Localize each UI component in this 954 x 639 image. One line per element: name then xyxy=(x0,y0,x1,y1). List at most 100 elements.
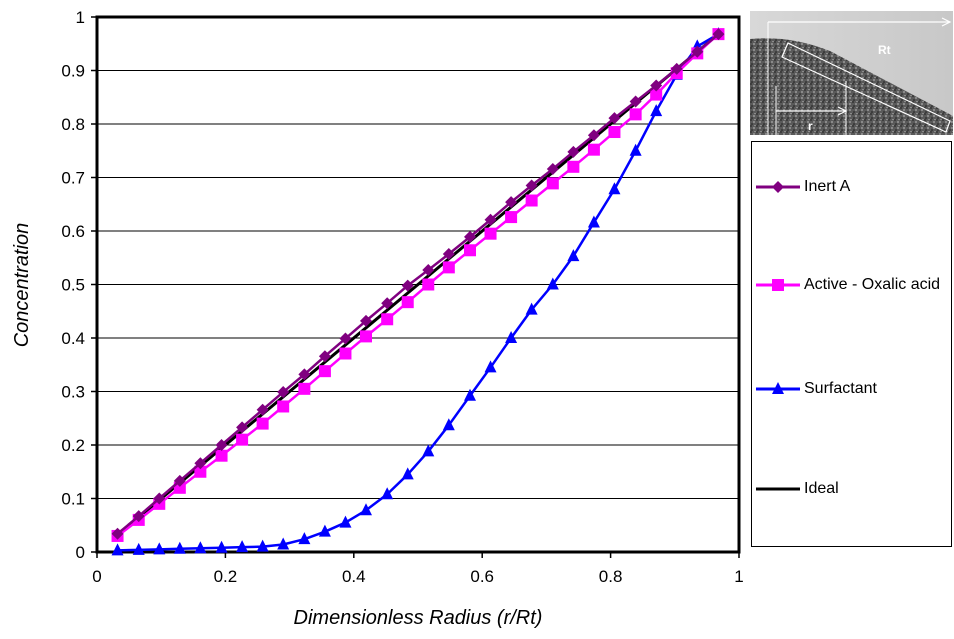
legend-swatch-surfactant xyxy=(756,382,800,394)
data-point-active-oxalic-acid xyxy=(505,211,518,224)
y-tick-label: 0.8 xyxy=(61,115,85,134)
data-point-inert-a xyxy=(111,527,124,540)
legend-swatch-active-oxalic-acid xyxy=(756,279,800,291)
legend-item-inert-a: Inert A xyxy=(752,167,951,211)
y-tick-label: 0.6 xyxy=(61,222,85,241)
y-tick-label: 0.5 xyxy=(61,276,85,295)
data-point-active-oxalic-acid xyxy=(277,400,290,413)
series-line-inert-a xyxy=(116,33,720,535)
x-tick-label: 1 xyxy=(734,567,743,586)
data-point-surfactant xyxy=(318,524,331,537)
data-point-inert-a xyxy=(546,162,559,175)
data-point-inert-a xyxy=(442,248,455,261)
y-tick-label: 1 xyxy=(76,8,85,27)
y-tick-label: 0.3 xyxy=(61,383,85,402)
data-point-inert-a xyxy=(381,297,394,310)
data-point-active-oxalic-acid xyxy=(194,465,207,478)
data-point-inert-a xyxy=(277,386,290,399)
series-surfactant xyxy=(111,27,725,556)
legend-item-ideal: Ideal xyxy=(752,470,951,514)
data-point-active-oxalic-acid xyxy=(236,433,249,446)
data-point-active-oxalic-acid xyxy=(215,449,228,462)
data-point-active-oxalic-acid xyxy=(318,365,331,378)
data-point-surfactant xyxy=(422,444,435,457)
legend-label-surfactant: Surfactant xyxy=(804,380,877,397)
data-point-active-oxalic-acid xyxy=(525,194,538,207)
data-point-inert-a xyxy=(339,332,352,345)
data-point-surfactant xyxy=(401,467,414,480)
y-tick-label: 0.7 xyxy=(61,169,85,188)
y-tick-label: 0.1 xyxy=(61,490,85,509)
data-point-inert-a xyxy=(608,112,621,125)
data-point-inert-a xyxy=(505,196,518,209)
data-point-inert-a xyxy=(236,421,249,434)
data-point-active-oxalic-acid xyxy=(464,244,477,257)
y-axis-title: Concentration xyxy=(11,223,33,348)
data-point-active-oxalic-acid xyxy=(298,382,311,395)
legend-swatch-ideal xyxy=(756,487,800,491)
y-tick-label: 0.4 xyxy=(61,329,85,348)
data-point-surfactant xyxy=(215,540,228,553)
data-point-surfactant xyxy=(629,143,642,156)
legend-item-surfactant: Surfactant xyxy=(752,370,951,414)
data-point-surfactant xyxy=(173,541,186,554)
y-tick-label: 0.2 xyxy=(61,436,85,455)
data-point-inert-a xyxy=(525,179,538,192)
data-point-surfactant xyxy=(484,360,497,373)
data-point-inert-a xyxy=(298,368,311,381)
data-point-inert-a xyxy=(401,279,414,292)
legend-swatch-inert-a xyxy=(756,181,800,193)
x-tick-label: 0.6 xyxy=(470,567,494,586)
data-point-inert-a xyxy=(132,510,145,523)
data-point-inert-a xyxy=(650,79,663,92)
data-point-inert-a xyxy=(173,474,186,487)
series-inert-a xyxy=(111,28,725,540)
data-point-surfactant xyxy=(505,331,518,343)
data-point-inert-a xyxy=(318,350,331,363)
x-tick-label: 0.2 xyxy=(214,567,238,586)
data-point-surfactant xyxy=(567,249,580,262)
data-point-surfactant xyxy=(381,487,394,500)
data-point-surfactant xyxy=(525,302,538,315)
y-tick-label: 0 xyxy=(76,543,85,562)
axis-ticks: 0 0.1 0.2 0.3 0.4 0.5 0.6 0.7 0.8 0.9 1 0 0.2 0.4 0.6 0… xyxy=(61,8,743,586)
data-point-inert-a xyxy=(359,314,372,327)
data-point-surfactant xyxy=(298,532,311,545)
data-point-active-oxalic-acid xyxy=(256,417,269,430)
data-point-surfactant xyxy=(132,542,145,555)
data-point-surfactant xyxy=(464,388,477,401)
data-point-active-oxalic-acid xyxy=(422,278,435,291)
data-point-active-oxalic-acid xyxy=(381,313,394,326)
data-point-surfactant xyxy=(546,277,559,290)
data-point-surfactant xyxy=(442,418,455,431)
data-point-active-oxalic-acid xyxy=(650,88,663,101)
data-point-active-oxalic-acid xyxy=(359,330,372,343)
data-point-inert-a xyxy=(153,492,166,505)
data-point-inert-a xyxy=(464,230,477,243)
data-point-surfactant xyxy=(153,542,166,555)
x-tick-label: 0.4 xyxy=(342,567,366,586)
x-tick-label: 0 xyxy=(92,567,101,586)
y-tick-label: 0.9 xyxy=(61,62,85,81)
data-point-active-oxalic-acid xyxy=(484,227,497,240)
data-point-surfactant xyxy=(277,537,290,550)
inset-label-r: r xyxy=(808,119,813,133)
x-tick-label: 0.8 xyxy=(599,567,623,586)
data-point-inert-a xyxy=(194,457,207,470)
data-point-surfactant xyxy=(650,104,663,117)
data-point-inert-a xyxy=(484,213,497,226)
data-point-surfactant xyxy=(587,215,600,228)
data-point-active-oxalic-acid xyxy=(629,108,642,121)
data-point-inert-a xyxy=(587,129,600,142)
data-point-inert-a xyxy=(629,95,642,108)
data-point-inert-a xyxy=(712,28,725,41)
data-point-active-oxalic-acid xyxy=(546,177,559,190)
data-point-inert-a xyxy=(567,145,580,158)
series-layer xyxy=(111,27,725,556)
x-axis-title: Dimensionless Radius (r/Rt) xyxy=(294,607,543,629)
data-point-inert-a xyxy=(215,439,228,451)
data-point-active-oxalic-acid xyxy=(401,296,414,309)
data-point-surfactant xyxy=(608,182,621,195)
legend-item-active-oxalic-acid: Active - Oxalic acid xyxy=(752,270,951,314)
